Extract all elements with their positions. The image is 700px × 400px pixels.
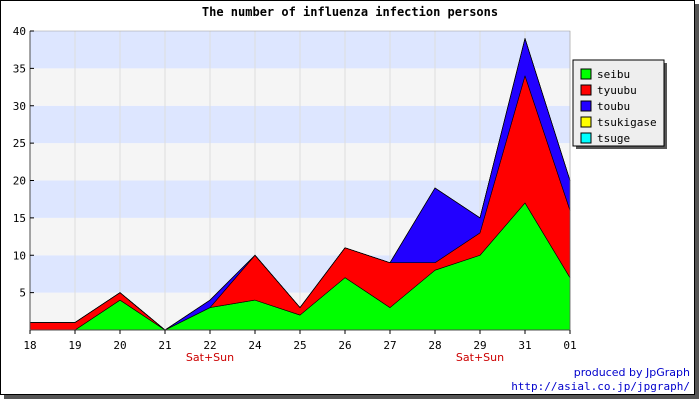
y-tick-label: 15 — [13, 212, 26, 225]
legend-label: tyuubu — [597, 84, 637, 97]
x-tick-label: 21 — [158, 339, 171, 352]
y-tick-label: 25 — [13, 137, 26, 150]
x-tick-label: 01 — [563, 339, 576, 352]
credit-line-1: produced by JpGraph — [574, 366, 690, 379]
chart-title: The number of influenza infection person… — [202, 5, 498, 19]
x-tick-label: 27 — [383, 339, 396, 352]
x-tick-label: 28 — [428, 339, 441, 352]
x-tick-label: 25 — [293, 339, 306, 352]
legend: seibu tyuubu toubu tsukigase tsuge — [572, 59, 667, 149]
y-tick-label: 20 — [13, 175, 26, 188]
x-tick-label: 20 — [113, 339, 126, 352]
x-tick-label: 22 — [203, 339, 216, 352]
y-tick-label: 30 — [13, 100, 26, 113]
legend-label: seibu — [597, 68, 630, 81]
legend-swatch — [580, 68, 592, 80]
y-tick-labels: 5 10 15 20 25 30 35 40 — [13, 25, 34, 300]
credit-link[interactable]: http://asial.co.jp/jpgraph/ — [511, 380, 690, 393]
x-tick-label: 19 — [68, 339, 81, 352]
x-tick-label: 24 — [248, 339, 262, 352]
legend-swatch — [580, 84, 592, 96]
legend-label: tsukigase — [597, 116, 657, 129]
y-tick-label: 5 — [19, 287, 26, 300]
x-sublabel: Sat+Sun — [456, 351, 504, 364]
x-sublabel: Sat+Sun — [186, 351, 234, 364]
x-tick-label: 29 — [473, 339, 486, 352]
legend-swatch — [580, 116, 592, 128]
y-tick-label: 10 — [13, 249, 26, 262]
x-tick-label: 26 — [338, 339, 351, 352]
legend-label: tsuge — [597, 132, 630, 145]
y-tick-label: 35 — [13, 62, 26, 75]
legend-swatch — [580, 100, 592, 112]
x-tick-label: 31 — [518, 339, 531, 352]
x-tick-label: 18 — [23, 339, 36, 352]
y-tick-label: 40 — [13, 25, 26, 38]
legend-label: toubu — [597, 100, 630, 113]
legend-swatch — [580, 132, 592, 144]
